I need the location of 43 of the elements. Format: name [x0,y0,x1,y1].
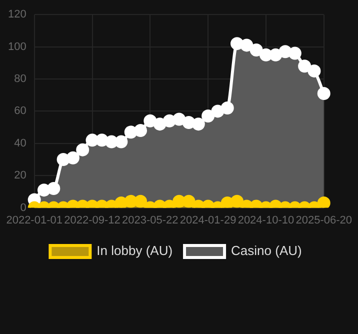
point [211,104,224,118]
y-tick-label: 120 [8,8,26,21]
point [153,118,166,131]
x-tick-label: 2022-01-01 [6,214,62,226]
point [134,124,148,138]
point [192,118,205,131]
point [76,143,90,156]
point [114,196,128,208]
point [182,116,196,129]
y-tick-label: 20 [14,170,26,182]
point [298,60,312,73]
point [66,151,80,164]
x-tick-label: 2023-05-22 [122,214,178,226]
x-tick-label: 2024-10-10 [238,214,294,226]
point [269,48,282,62]
point [56,153,70,166]
point [317,86,330,100]
y-tick-label: 60 [14,105,26,118]
point [317,196,330,208]
x-tick-label: 2025-06-20 [296,214,352,226]
point [95,134,108,147]
x-tick-label: 2024-01-29 [180,214,236,226]
y-tick-label: 80 [14,73,26,86]
point [172,112,186,126]
point [308,64,321,78]
y-tick-label: 100 [8,40,26,53]
point [124,126,138,139]
point [220,101,234,114]
point [230,37,244,50]
y-tick-label: 40 [14,137,26,150]
x-tick-label: 2022-09-12 [64,214,120,226]
point [220,196,234,208]
y-tick-label: 0 [20,202,26,214]
point [288,46,302,60]
point [250,44,263,57]
point [162,114,176,128]
point [278,45,292,58]
point [202,110,215,123]
point [144,114,157,128]
point [114,135,128,148]
legend-label: Casino (AU) [231,243,302,258]
legend-label: In lobby (AU) [96,243,173,258]
point [240,38,254,52]
